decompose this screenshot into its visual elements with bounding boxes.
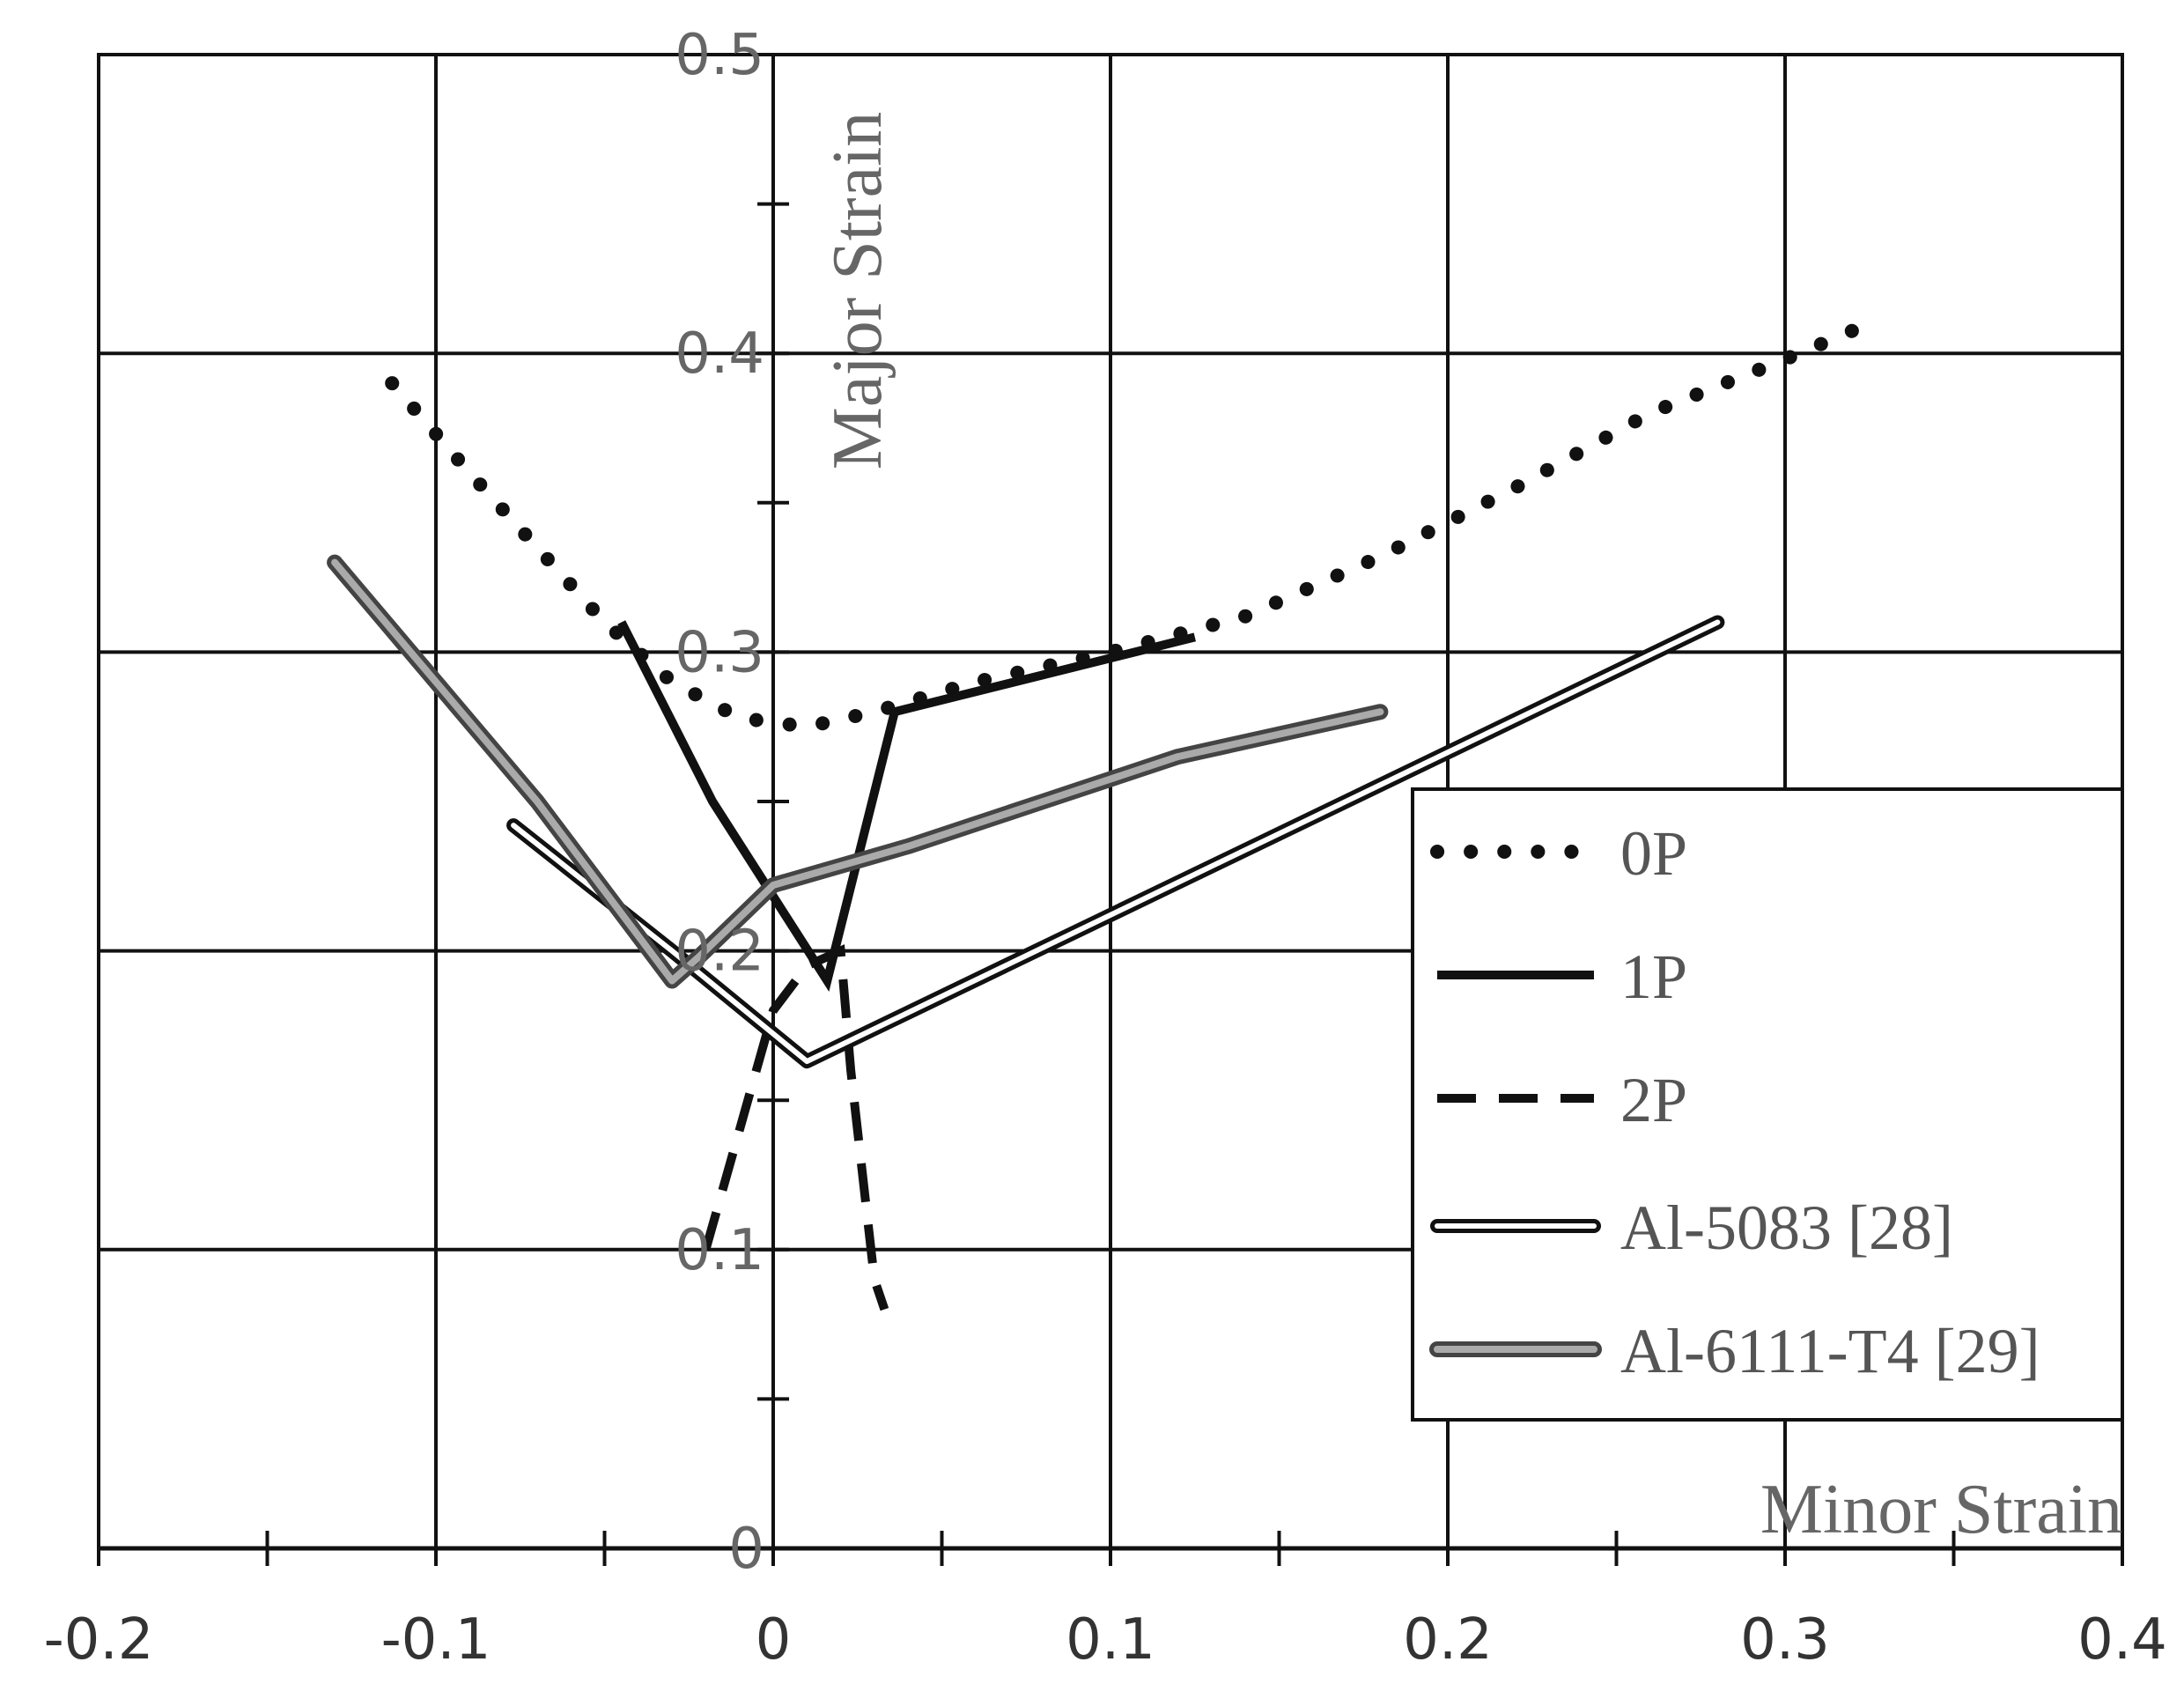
y-tick-label: 0 [728, 1517, 764, 1582]
y-tick-label: 0.1 [675, 1218, 764, 1283]
legend-label-1p: 1P [1620, 942, 1687, 1012]
x-tick-label: -0.1 [381, 1607, 491, 1673]
legend-label-0p: 0P [1620, 818, 1687, 889]
x-tick-label: 0.2 [1403, 1607, 1493, 1673]
y-axis-title: Major Strain [819, 112, 896, 470]
series-al-6111-t4-29-line [327, 554, 1389, 989]
series-1p-line [617, 620, 1197, 992]
legend-label-al-5083-28: Al-5083 [28] [1620, 1193, 1953, 1263]
y-tick-label: 0.5 [675, 23, 764, 88]
series-al-6111-t4-29-line-inner [331, 558, 1384, 985]
y-tick-label: 0.2 [675, 920, 764, 985]
y-tick-label: 0.4 [675, 321, 764, 387]
series-0p-line [385, 316, 1877, 735]
axes [97, 53, 2124, 1566]
series-layer [327, 316, 1877, 1311]
x-axis-title: Minor Strain [1760, 1471, 2122, 1548]
series-2p-line [701, 944, 889, 1311]
x-tick-label: 0.3 [1740, 1607, 1830, 1673]
x-tick-label: 0 [756, 1607, 792, 1673]
y-tick-label: 0.3 [675, 620, 764, 685]
x-tick-label: -0.2 [44, 1607, 154, 1673]
legend-label-2p: 2P [1620, 1065, 1687, 1135]
x-tick-label: 0.4 [2077, 1607, 2167, 1673]
tick-labels: -0.2 -0.1 0 0.1 0.2 0.3 0.4 0 0.1 0.2 0.3 0.4 0.5 [44, 23, 2167, 1673]
legend-label-al-6111-t4-29: Al-6111-T4 [29] [1620, 1316, 2040, 1386]
legend-box [1411, 787, 2124, 1422]
legend: 0P 1P 2P Al-5083 [28] Al-6111-T4 [29] [1411, 787, 2124, 1422]
x-tick-label: 0.1 [1066, 1607, 1155, 1673]
